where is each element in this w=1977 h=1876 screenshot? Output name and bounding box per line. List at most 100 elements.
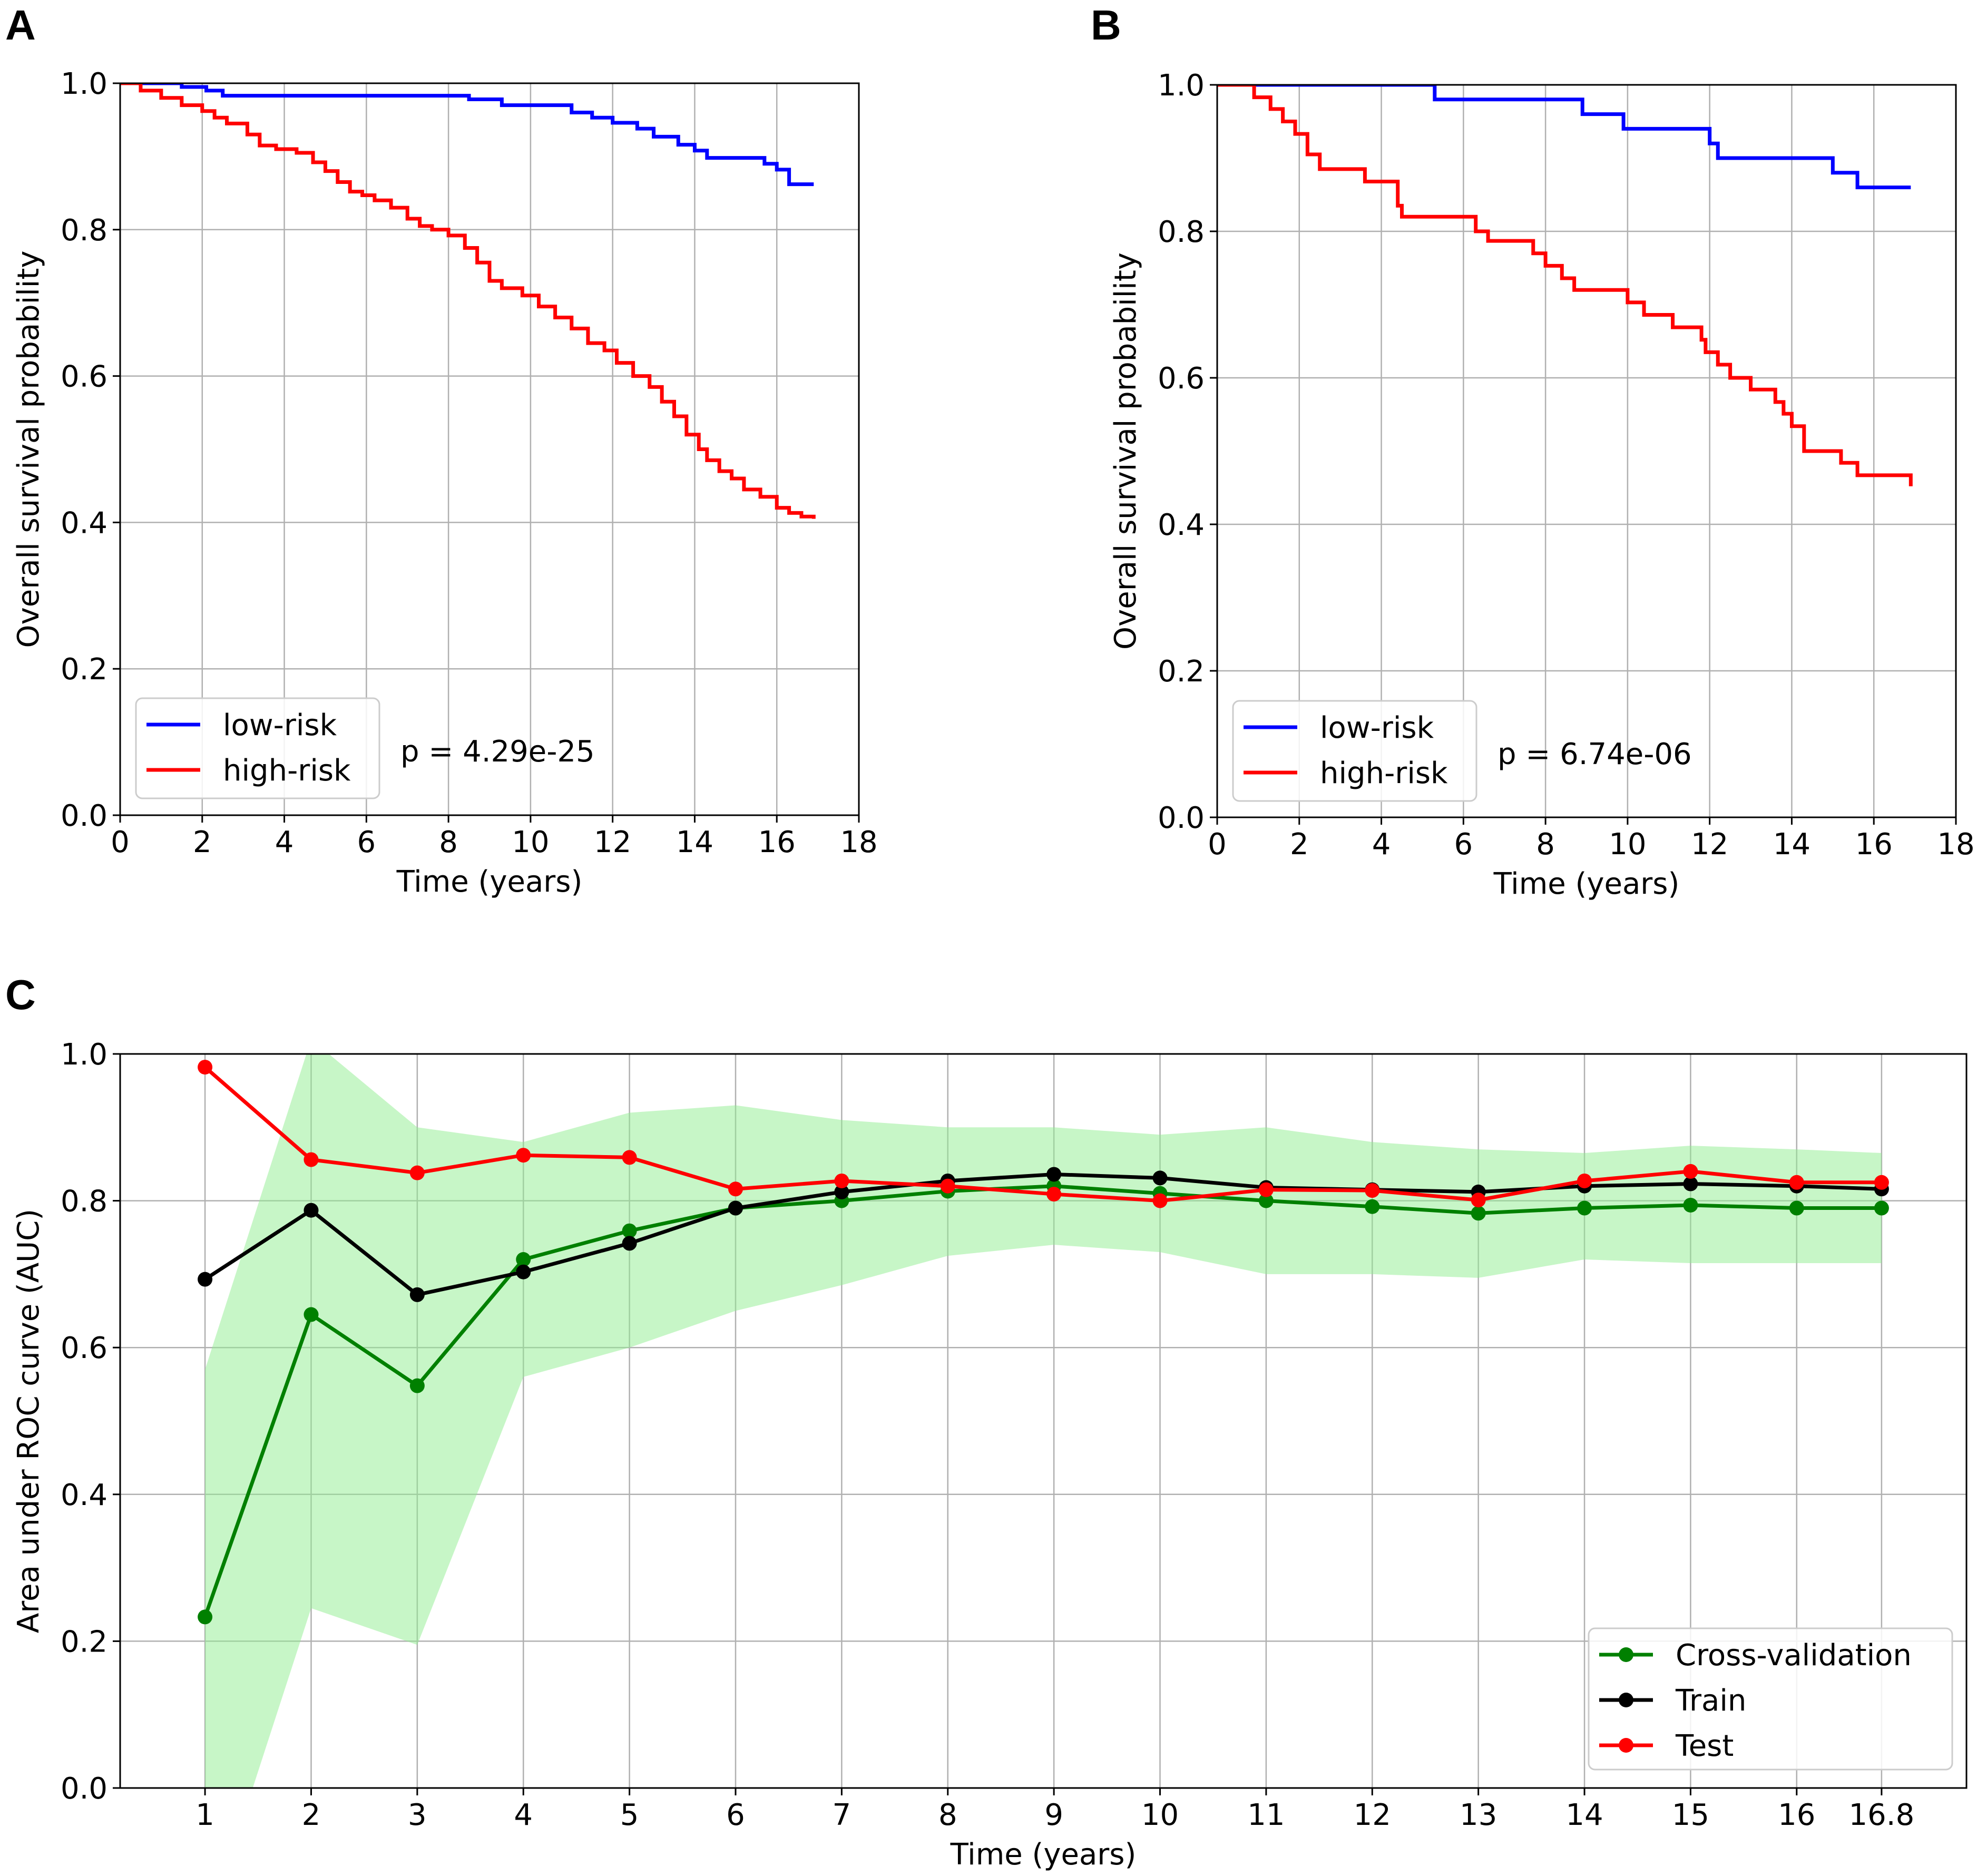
low-risk-survival-curve [120,83,814,187]
panel-a: A 0 2 4 6 8 10 12 14 16 18 0.0 0.2 0.4 0.6 0.8 1.0 Time (… [5,2,878,899]
test-point [622,1150,637,1165]
train-point [1046,1167,1062,1182]
x-tick-label: 8 [439,825,458,859]
panel-c: C1 2 3 4 5 6 7 8 9 10 11 12 13 14 15 16 16.80.00.20.40.6… [5,971,1968,1872]
cross-validation-point [304,1307,319,1322]
cross-validation-point [409,1378,425,1393]
train-point [198,1272,213,1287]
y-tick-label: 0.4 [61,506,107,540]
test-point [1577,1173,1592,1188]
cross-validation-point [1683,1197,1698,1213]
y-tick-label: 1.0 [1158,69,1205,103]
x-tick-label: 12 [594,825,631,859]
high-risk-survival-curve [1217,85,1913,486]
cross-validation-point [1471,1206,1486,1221]
x-tick-label: 6 [726,1798,745,1832]
legend: low-risk high-risk [1232,700,1477,802]
x-axis-label: Time (years) [396,865,583,899]
test-point [409,1165,425,1180]
legend-box [1588,1627,1953,1771]
high-risk-survival-curve [120,83,816,519]
x-tick-label: 6 [357,825,376,859]
x-tick-label: 18 [1937,827,1974,862]
x-tick-label: 18 [840,825,877,859]
train-point [728,1200,743,1216]
plot-frame [1216,84,1957,818]
y-axis-label: Overall survival probability [1109,252,1143,650]
train-point [834,1184,849,1199]
x-tick-label: 15 [1672,1798,1709,1832]
panel-letter: A [5,2,36,48]
y-tick-label: 0.2 [61,652,107,687]
y-tick-label: 0.8 [61,213,107,248]
legend-label-low-risk: low-risk [223,708,337,742]
x-tick-label: 3 [408,1798,427,1832]
x-tick-label: 14 [1565,1798,1603,1832]
test-point [1365,1183,1380,1198]
y-axis-label: Area under ROC curve (AUC) [12,1209,46,1633]
y-tick-label: 0.6 [61,360,107,394]
x-tick-label: 2 [193,825,212,859]
x-tick-label: 8 [1536,827,1555,862]
legend: low-risk high-risk [135,697,380,799]
y-tick-label: 0.0 [61,1772,107,1806]
plot-frame [119,1053,1968,1789]
x-tick-label: 5 [620,1798,639,1832]
cross-validation-point [1789,1200,1804,1216]
cross-validation-point [1874,1200,1889,1216]
x-tick-label: 10 [512,825,549,859]
x-tick-label: 4 [514,1798,533,1832]
x-tick-label: 11 [1247,1798,1285,1832]
x-tick-label: 13 [1460,1798,1497,1832]
train-point [1152,1170,1168,1186]
legend-label-high-risk: high-risk [1320,756,1448,790]
legend-label-low-risk: low-risk [1320,711,1434,745]
legend-label-high-risk: high-risk [223,754,351,788]
y-tick-label: 0.0 [61,799,107,833]
test-point [1046,1187,1062,1202]
test-point [1471,1193,1486,1208]
x-tick-label: 2 [302,1798,321,1832]
p-value-annotation: p = 4.29e-25 [400,735,595,769]
x-tick-label: 6 [1454,827,1473,862]
x-tick-label: 0 [1208,827,1227,862]
p-value-annotation: p = 6.74e-06 [1498,737,1692,771]
train-point [516,1264,531,1279]
cross-validation-point [1365,1199,1380,1214]
y-tick-label: 0.6 [1158,361,1205,396]
test-point [728,1181,743,1197]
x-tick-label: 16 [758,825,796,859]
cross-validation-band [205,1054,1882,1788]
test-point [834,1173,849,1188]
x-tick-label: 0 [111,825,130,859]
train-point [304,1203,319,1218]
test-point [198,1060,213,1075]
cross-validation-point [1577,1200,1592,1216]
legend-label-cross-validation: Cross-validation [1676,1638,1912,1673]
legend-label-train: Train [1675,1684,1746,1718]
x-axis-label: Time (years) [950,1838,1137,1872]
x-tick-label: 1 [195,1798,214,1832]
x-tick-label: 12 [1354,1798,1391,1832]
x-axis-label: Time (years) [1493,867,1680,901]
cross-validation-point [516,1252,531,1267]
panel-letter: B [1091,2,1121,48]
legend-label-test: Test [1675,1729,1734,1763]
y-tick-label: 0.8 [61,1185,107,1219]
x-tick-label: 16 [1778,1798,1815,1832]
x-tick-label: 9 [1044,1798,1063,1832]
x-tick-label: 7 [833,1798,852,1832]
y-tick-label: 1.0 [61,67,107,101]
plot-frame [119,82,860,816]
cross-validation-point [198,1609,213,1625]
panel-letter: C [5,971,36,1018]
x-tick-label: 14 [676,825,713,859]
panel-b: B 0 2 4 6 8 10 12 14 16 18 0.0 0.2 0.4 0.6 0.8 1.0 Time (… [1091,2,1975,901]
train-point [409,1287,425,1302]
low-risk-survival-curve [1217,85,1911,190]
legend: Cross-validation Train Test [1588,1627,1953,1771]
y-tick-label: 0.8 [1158,215,1205,249]
test-point [516,1148,531,1163]
test-point [304,1152,319,1167]
